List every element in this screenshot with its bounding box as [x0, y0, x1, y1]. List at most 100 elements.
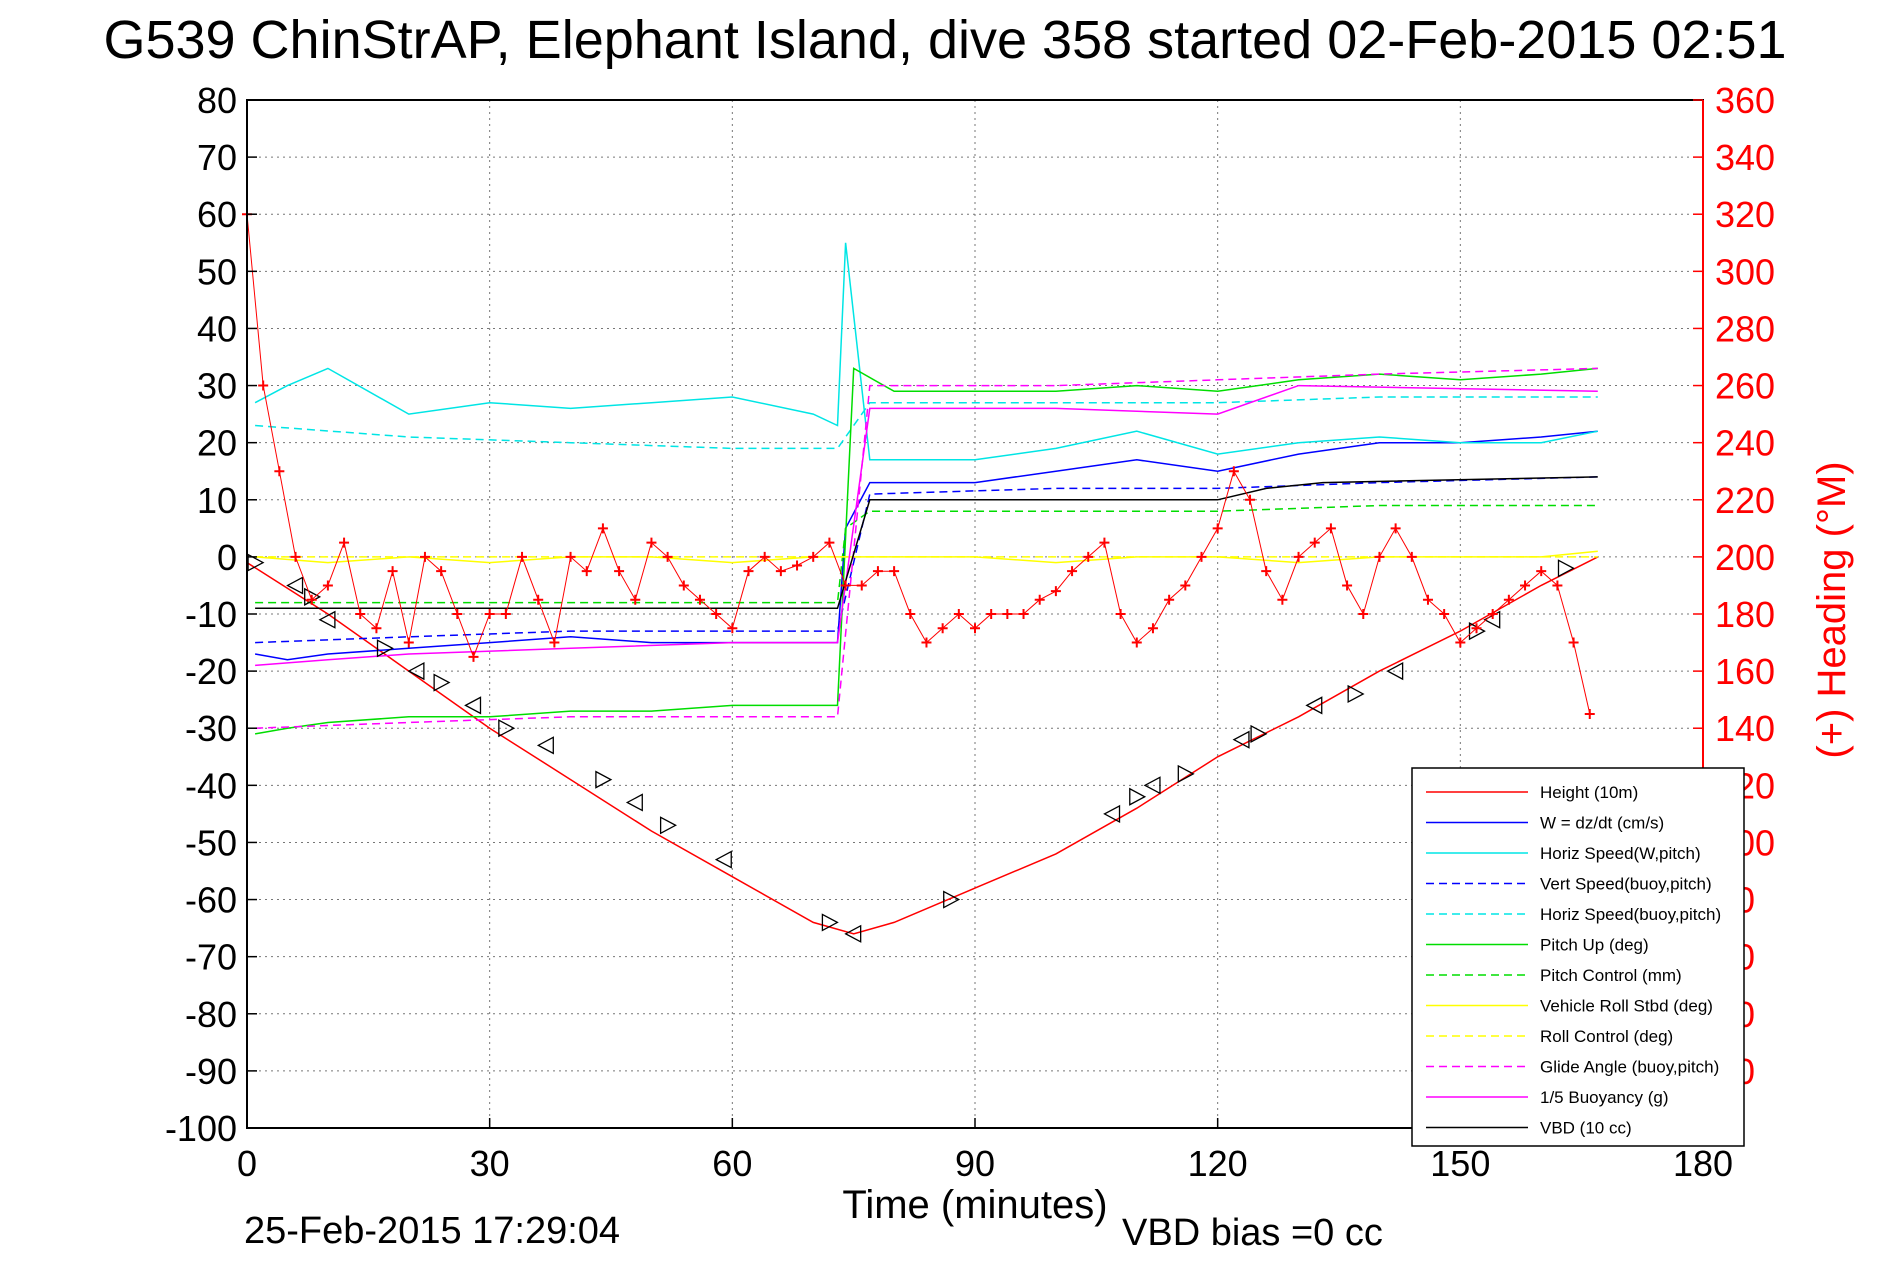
series-line-2 — [254, 242, 1598, 461]
x-tick-label: 0 — [237, 1143, 257, 1184]
heading-point — [986, 609, 997, 619]
heading-point — [743, 566, 754, 577]
y-tick-label: 10 — [197, 480, 237, 521]
heading-point — [1487, 609, 1498, 619]
series-line-10 — [255, 384, 1598, 667]
heading-point — [970, 623, 980, 634]
heading-point — [1471, 623, 1482, 634]
heading-point — [322, 580, 333, 591]
y-right-tick-label: 200 — [1715, 537, 1775, 578]
heading-point — [517, 551, 528, 562]
y-axis-label-right: (+) Heading (°M) — [1810, 461, 1854, 758]
triangle-marker — [286, 576, 304, 595]
heading-point — [824, 537, 835, 548]
heading-point — [1147, 623, 1158, 634]
triangle-marker — [595, 770, 613, 789]
heading-point — [711, 609, 722, 619]
legend-label-11: VBD (10 cc) — [1540, 1119, 1632, 1138]
y-right-tick-label: 300 — [1715, 251, 1775, 292]
series-line-6 — [255, 504, 1598, 604]
triangle-marker — [659, 816, 678, 835]
heading-point — [274, 466, 285, 477]
y-tick-label: 50 — [197, 251, 237, 292]
heading-point — [306, 594, 317, 605]
heading-point — [1277, 594, 1288, 605]
heading-point — [452, 609, 463, 619]
y-right-tick-label: 260 — [1715, 366, 1775, 407]
legend-label-9: Glide Angle (buoy,pitch) — [1540, 1058, 1719, 1077]
legend: Height (10m) W = dz/dt (cm/s) Horiz Speed(… — [1411, 767, 1745, 1147]
heading-point — [436, 566, 447, 577]
triangle-marker — [498, 719, 516, 738]
heading-point — [1342, 580, 1353, 591]
heading-point — [889, 566, 900, 577]
heading-point — [1325, 523, 1336, 534]
heading-point — [775, 566, 786, 577]
y-tick-label: -10 — [185, 594, 237, 635]
heading-point — [727, 623, 738, 634]
heading-point — [1520, 580, 1531, 591]
triangle-marker — [1305, 696, 1323, 715]
legend-box — [1411, 767, 1745, 1147]
triangle-marker — [1143, 776, 1161, 795]
y-tick-label: -80 — [185, 994, 237, 1035]
series-line-9 — [255, 367, 1598, 729]
heading-point — [1002, 609, 1013, 619]
x-tick-label: 90 — [955, 1143, 995, 1184]
series-line-1 — [254, 430, 1598, 661]
legend-label-6: Pitch Control (mm) — [1540, 966, 1682, 985]
heading-point — [694, 594, 705, 605]
x-axis-label: Time (minutes) — [842, 1183, 1107, 1227]
heading-point — [678, 580, 689, 591]
heading-point — [1261, 566, 1272, 577]
heading-point — [792, 560, 803, 571]
heading-point — [1018, 609, 1029, 619]
y-right-tick-label: 240 — [1715, 423, 1775, 464]
x-axis-ticks: 0 30 60 90 120 150 180 — [237, 1118, 1733, 1184]
x-tick-label: 150 — [1430, 1143, 1490, 1184]
heading-point — [1115, 609, 1126, 619]
heading-point — [1228, 466, 1239, 477]
triangle-marker — [714, 850, 732, 869]
heading-point — [1050, 586, 1061, 597]
heading-point — [1034, 594, 1045, 605]
y-tick-label: 30 — [197, 366, 237, 407]
x-tick-label: 180 — [1673, 1143, 1733, 1184]
y-right-tick-label: 160 — [1715, 651, 1775, 692]
heading-point — [371, 623, 382, 634]
y-right-tick-label: 320 — [1715, 194, 1775, 235]
heading-point — [872, 566, 883, 577]
heading-point — [484, 609, 495, 619]
heading-point — [597, 523, 608, 534]
triangle-marker — [407, 662, 425, 681]
heading-point — [614, 566, 625, 577]
heading-point — [1390, 523, 1401, 534]
triangle-marker — [1129, 787, 1147, 806]
series-layer — [246, 242, 1599, 935]
heading-point — [759, 551, 770, 562]
legend-label-0: Height (10m) — [1540, 783, 1638, 802]
heading-point — [1358, 609, 1369, 619]
footer-vbd-bias: VBD bias =0 cc — [1122, 1212, 1383, 1254]
triangle-marker — [464, 696, 482, 715]
heading-point — [1131, 637, 1142, 648]
legend-label-3: Vert Speed(buoy,pitch) — [1540, 875, 1712, 894]
y-tick-label: -60 — [185, 880, 237, 921]
y-tick-label: 60 — [197, 194, 237, 235]
y-tick-label: -20 — [185, 651, 237, 692]
y-tick-label: 70 — [197, 137, 237, 178]
heading-point — [1374, 551, 1385, 562]
series-line-4 — [255, 396, 1598, 450]
triangle-marker — [1386, 662, 1404, 681]
y-right-tick-label: 220 — [1715, 480, 1775, 521]
y-axis-ticks-left: 80 70 60 50 40 30 20 10 0 -10 -20 -30 -40 -50 -60 -70 -8… — [165, 80, 257, 1149]
legend-label-5: Pitch Up (deg) — [1540, 936, 1649, 955]
heading-point — [630, 594, 641, 605]
heading-point — [1196, 551, 1207, 562]
y-tick-label: -50 — [185, 822, 237, 863]
y-tick-label: 80 — [197, 80, 237, 121]
y-right-tick-label: 280 — [1715, 308, 1775, 349]
heading-point — [808, 551, 819, 562]
heading-markers — [242, 209, 1595, 719]
